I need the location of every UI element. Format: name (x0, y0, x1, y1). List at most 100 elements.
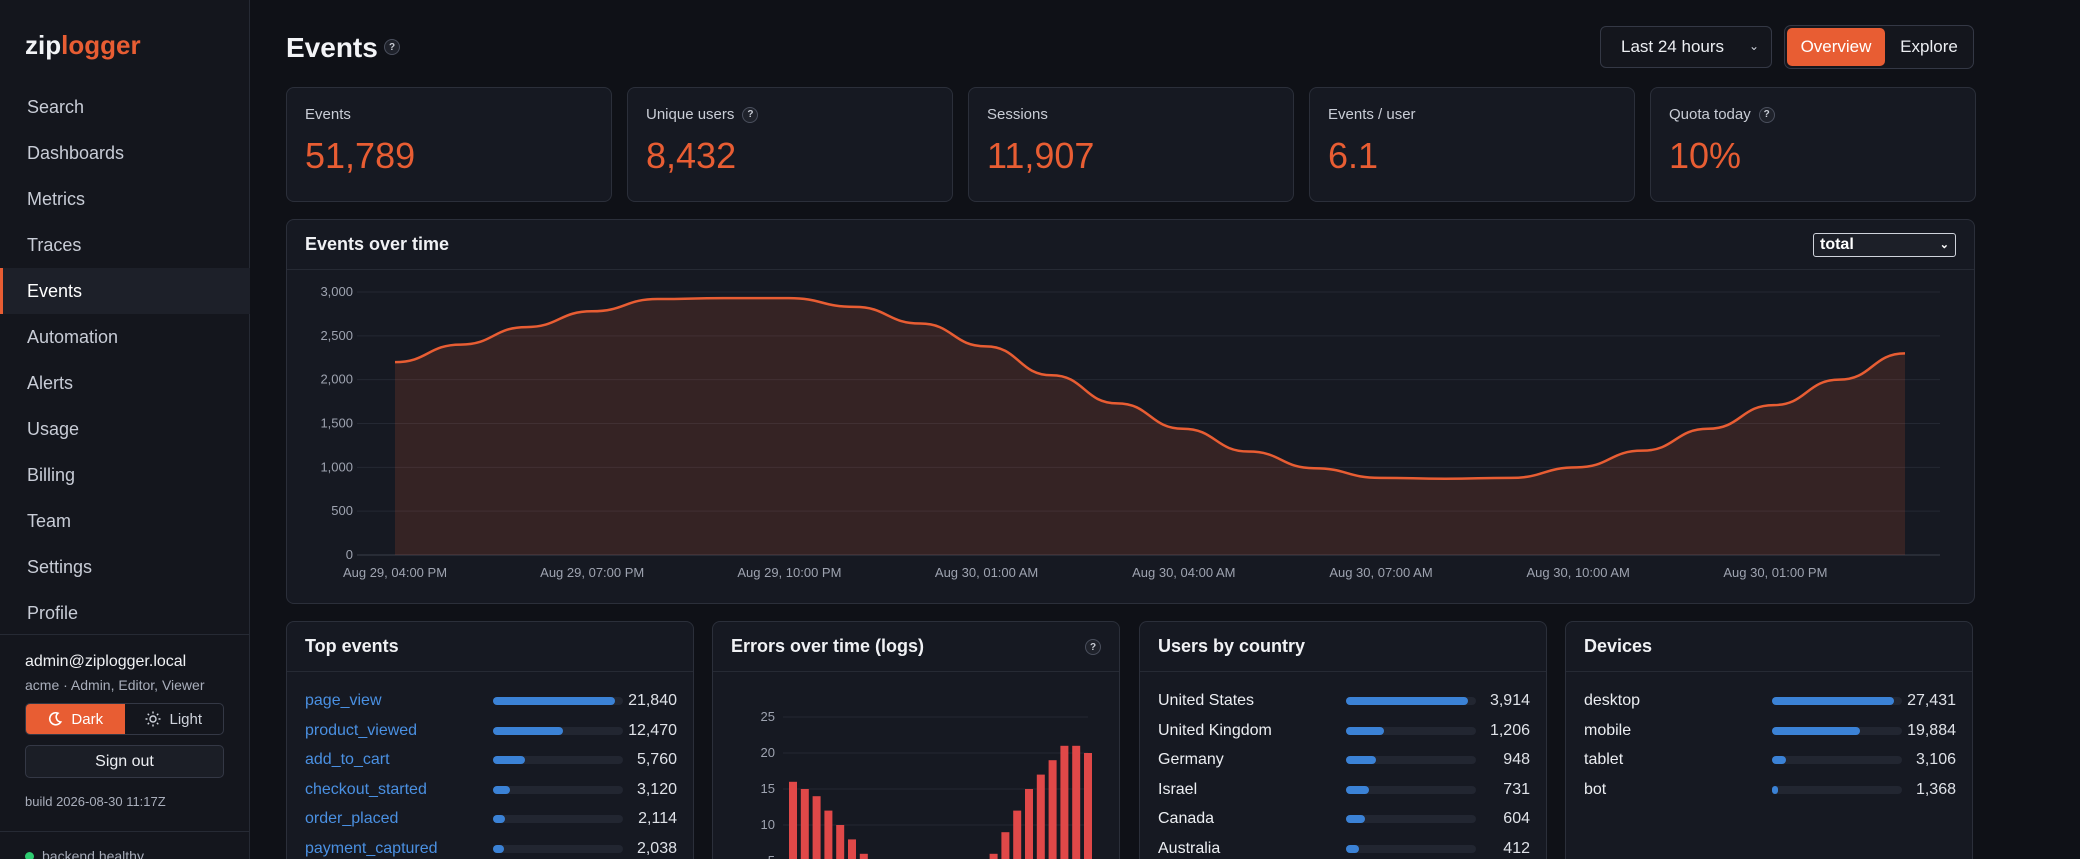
error-bar (989, 853, 998, 859)
devices-panel: Devices desktop 27,431 mobile 19,884 tablet 3… (1565, 621, 1973, 859)
events-area-chart: 0 500 1,000 1,500 2,000 2,500 3,000 Aug 29, 04:… (320, 284, 1940, 580)
list-item-label: desktop (1584, 692, 1641, 709)
view-toggle: Overview Explore (1784, 25, 1974, 69)
bar-track (493, 697, 623, 705)
list-item[interactable]: payment_captured 2,038 (305, 834, 677, 859)
list-item-label[interactable]: product_viewed (305, 721, 418, 739)
y-tick-label: 3,000 (320, 284, 353, 299)
error-bar (1036, 774, 1045, 859)
list-item-value: 604 (1503, 810, 1530, 828)
list-item[interactable]: product_viewed 12,470 (305, 716, 677, 746)
overview-button[interactable]: Overview (1787, 28, 1885, 66)
error-bar (1048, 760, 1057, 859)
list-item-label: United Kingdom (1158, 721, 1272, 739)
errors-bar-chart: 5 10 15 20 25 (761, 709, 1092, 859)
list-item[interactable]: add_to_cart 5,760 (305, 745, 677, 775)
sidebar-item-traces[interactable]: Traces (0, 222, 250, 268)
list-item[interactable]: page_view 21,840 (305, 686, 677, 716)
stat-card-sessions: Sessions 11,907 (968, 87, 1294, 202)
sidebar-item-dashboards[interactable]: Dashboards (0, 130, 250, 176)
sidebar-item-settings[interactable]: Settings (0, 544, 250, 590)
bar-track (1346, 815, 1476, 824)
stat-value: 10% (1669, 135, 1742, 176)
list-item-label[interactable]: add_to_cart (305, 751, 390, 769)
backend-health-status: backend healthy (25, 848, 144, 859)
health-label: backend healthy (42, 848, 144, 859)
brand-logo[interactable]: ziplogger (25, 30, 141, 61)
sidebar-item-metrics[interactable]: Metrics (0, 176, 250, 222)
sign-out-button[interactable]: Sign out (25, 745, 224, 778)
sidebar-item-label: Search (27, 96, 85, 117)
bar-track (493, 815, 623, 824)
list-item[interactable]: checkout_started 3,120 (305, 775, 677, 805)
theme-light-label: Light (169, 710, 203, 728)
help-icon[interactable]: ? (742, 106, 759, 123)
sidebar-item-search[interactable]: Search (0, 84, 250, 130)
x-tick-label: Aug 29, 07:00 PM (540, 565, 644, 580)
x-tick-label: Aug 29, 10:00 PM (737, 565, 841, 580)
sidebar-item-label: Billing (27, 464, 76, 485)
bar-track (1772, 756, 1902, 765)
list-item-label[interactable]: checkout_started (305, 780, 427, 798)
bar-track (1346, 697, 1476, 705)
time-range-value: Last 24 hours (1621, 37, 1725, 56)
sidebar-item-profile[interactable]: Profile (0, 590, 250, 636)
list-item-value: 19,884 (1907, 721, 1956, 739)
sidebar-item-label: Metrics (27, 188, 85, 209)
sidebar-item-usage[interactable]: Usage (0, 406, 250, 452)
x-tick-label: Aug 30, 10:00 AM (1527, 565, 1630, 580)
help-icon[interactable]: ? (384, 39, 400, 55)
list-item-label: United States (1158, 692, 1255, 709)
user-panel: admin@ziplogger.local acme · Admin, Edit… (0, 634, 250, 809)
sidebar-item-team[interactable]: Team (0, 498, 250, 544)
theme-light-button[interactable]: Light (125, 704, 224, 734)
theme-dark-button[interactable]: Dark (26, 704, 125, 734)
sidebar: ziplogger Search Dashboards Metrics Trac… (0, 0, 250, 859)
stat-value: 51,789 (305, 135, 416, 176)
sidebar-item-events[interactable]: Events (0, 268, 250, 314)
sidebar-item-automation[interactable]: Automation (0, 314, 250, 360)
bar-track (1772, 697, 1902, 705)
series-select[interactable]: total ⌄ (1813, 233, 1956, 257)
stat-value: 8,432 (646, 135, 737, 176)
list-item: Israel 731 (1158, 775, 1530, 805)
bar-track (493, 756, 623, 765)
list-item[interactable]: order_placed 2,114 (305, 804, 677, 834)
list-item-label: Germany (1158, 751, 1224, 769)
help-icon[interactable]: ? (1758, 106, 1775, 123)
series-line (394, 296, 1906, 480)
stat-label: Unique users (646, 106, 735, 123)
bar-fill (1346, 726, 1384, 735)
bar-fill (493, 815, 505, 824)
bar-track (1772, 785, 1902, 794)
health-dot-icon (25, 851, 34, 859)
list-item-value: 21,840 (628, 692, 677, 709)
bar-track (1346, 756, 1476, 765)
stat-label: Events / user (1328, 106, 1416, 123)
sidebar-item-billing[interactable]: Billing (0, 452, 250, 498)
sidebar-divider (0, 831, 250, 832)
sidebar-nav: Search Dashboards Metrics Traces Events … (0, 84, 250, 636)
time-range-select[interactable]: Last 24 hours ⌄ (1600, 26, 1772, 68)
sidebar-item-alerts[interactable]: Alerts (0, 360, 250, 406)
sidebar-item-label: Team (27, 510, 72, 531)
bar-track (1772, 726, 1902, 735)
moon-icon (49, 711, 63, 726)
x-tick-label: Aug 30, 01:00 AM (935, 565, 1038, 580)
series-select-value: total (1820, 236, 1854, 253)
list-item-label[interactable]: payment_captured (305, 840, 438, 857)
list-item-value: 3,120 (636, 780, 677, 798)
list-item-value: 3,914 (1489, 692, 1530, 709)
stat-label: Quota today (1669, 106, 1751, 123)
bar-fill (1772, 726, 1861, 735)
user-org-roles: acme · Admin, Editor, Viewer (25, 677, 205, 693)
list-item-value: 3,106 (1915, 751, 1956, 769)
y-tick-label: 5 (768, 853, 775, 859)
list-item-label[interactable]: page_view (305, 692, 382, 709)
help-icon[interactable]: ? (1085, 639, 1101, 655)
explore-button[interactable]: Explore (1900, 37, 1958, 56)
list-item-value: 1,206 (1489, 721, 1530, 739)
list-item-label[interactable]: order_placed (305, 810, 399, 828)
chevron-down-icon: ⌄ (1939, 239, 1949, 251)
brand-part-2: logger (61, 30, 141, 60)
